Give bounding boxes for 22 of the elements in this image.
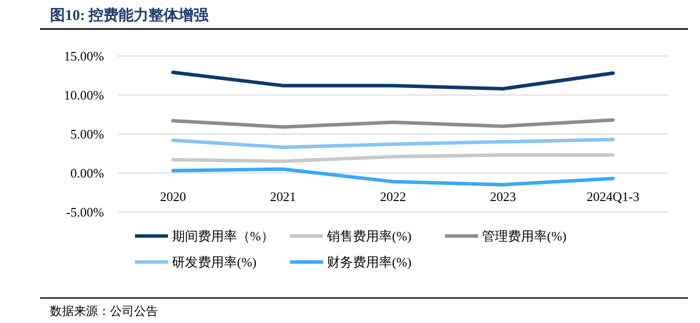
x-tick-label: 2022 — [380, 189, 406, 204]
line-series — [171, 153, 615, 164]
line-series — [171, 118, 615, 129]
y-tick-label: 15.00% — [64, 48, 104, 64]
line-series — [171, 70, 615, 91]
source-note: 数据来源：公司公告 — [50, 304, 158, 318]
line-series — [171, 167, 615, 186]
y-tick-label: 0.00% — [70, 166, 104, 181]
legend-label: 管理费用率(%) — [482, 228, 566, 244]
y-tick-label: 5.00% — [70, 126, 104, 142]
legend-label: 财务费用率(%) — [327, 254, 412, 270]
legend-label: 销售费用率(%) — [326, 228, 412, 244]
y-tick-label: -5.00% — [66, 204, 104, 220]
x-tick-label: 2021 — [270, 189, 296, 204]
x-tick-label: 2024Q1-3 — [586, 189, 640, 204]
x-tick-label: 2020 — [160, 189, 186, 204]
chart-title: 图10: 控费能力整体增强 — [50, 7, 210, 24]
legend-label: 研发费用率(%) — [172, 254, 256, 270]
y-tick-label: 10.00% — [64, 88, 104, 103]
line-series — [171, 138, 615, 150]
legend-label: 期间费用率（%） — [172, 228, 274, 244]
x-tick-label: 2023 — [490, 189, 516, 204]
